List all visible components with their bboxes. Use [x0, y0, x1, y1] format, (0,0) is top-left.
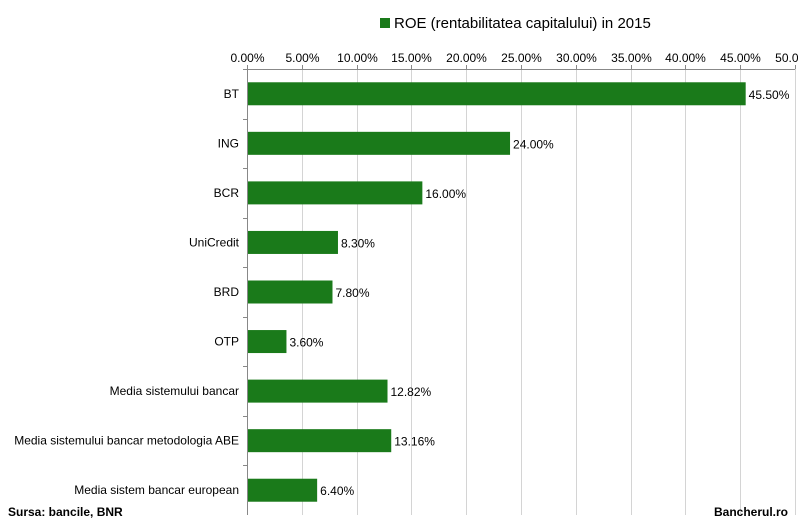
- data-label: 45.50%: [749, 88, 790, 102]
- data-label: 13.16%: [394, 435, 435, 449]
- category-label: UniCredit: [189, 235, 240, 249]
- data-label: 24.00%: [513, 137, 554, 151]
- bar: [248, 379, 388, 403]
- bar: [248, 330, 287, 354]
- tick-label: 0.00%: [230, 51, 264, 65]
- source-note: Sursa: bancile, BNR: [8, 505, 123, 519]
- data-label: 8.30%: [341, 236, 375, 250]
- tick-label: 5.00%: [285, 51, 319, 65]
- bar: [248, 181, 423, 205]
- data-label: 6.40%: [320, 484, 354, 498]
- bar: [248, 280, 333, 304]
- tick-label: 20.00%: [446, 51, 487, 65]
- tick-label: 35.00%: [611, 51, 652, 65]
- category-label: ING: [218, 136, 239, 150]
- tick-label: 15.00%: [391, 51, 432, 65]
- data-label: 3.60%: [289, 336, 323, 350]
- legend-swatch: [380, 18, 390, 28]
- tick-label: 40.00%: [665, 51, 706, 65]
- tick-label: 45.00%: [720, 51, 761, 65]
- category-label: Media sistem bancar european: [74, 483, 239, 497]
- category-label: BCR: [214, 186, 240, 200]
- bar: [248, 478, 318, 502]
- category-label: BT: [224, 87, 240, 101]
- tick-label: 25.00%: [501, 51, 542, 65]
- bar: [248, 131, 511, 155]
- legend-label: ROE (rentabilitatea capitalului) in 2015: [394, 14, 651, 32]
- tick-label: 10.00%: [337, 51, 378, 65]
- category-label: Media sistemului bancar metodologia ABE: [14, 434, 239, 448]
- tick-label: 50.00%: [775, 51, 798, 65]
- tick-label: 30.00%: [556, 51, 597, 65]
- category-label: BRD: [214, 285, 240, 299]
- bar: [248, 429, 392, 453]
- bar: [248, 230, 338, 254]
- data-label: 12.82%: [391, 385, 432, 399]
- bar: [248, 82, 746, 106]
- legend: ROE (rentabilitatea capitalului) in 2015: [380, 14, 651, 32]
- data-label: 16.00%: [425, 187, 466, 201]
- category-label: OTP: [214, 335, 239, 349]
- brand-label: Bancherul.ro: [713, 505, 788, 519]
- data-label: 7.80%: [335, 286, 369, 300]
- category-label: Media sistemului bancar: [110, 384, 239, 398]
